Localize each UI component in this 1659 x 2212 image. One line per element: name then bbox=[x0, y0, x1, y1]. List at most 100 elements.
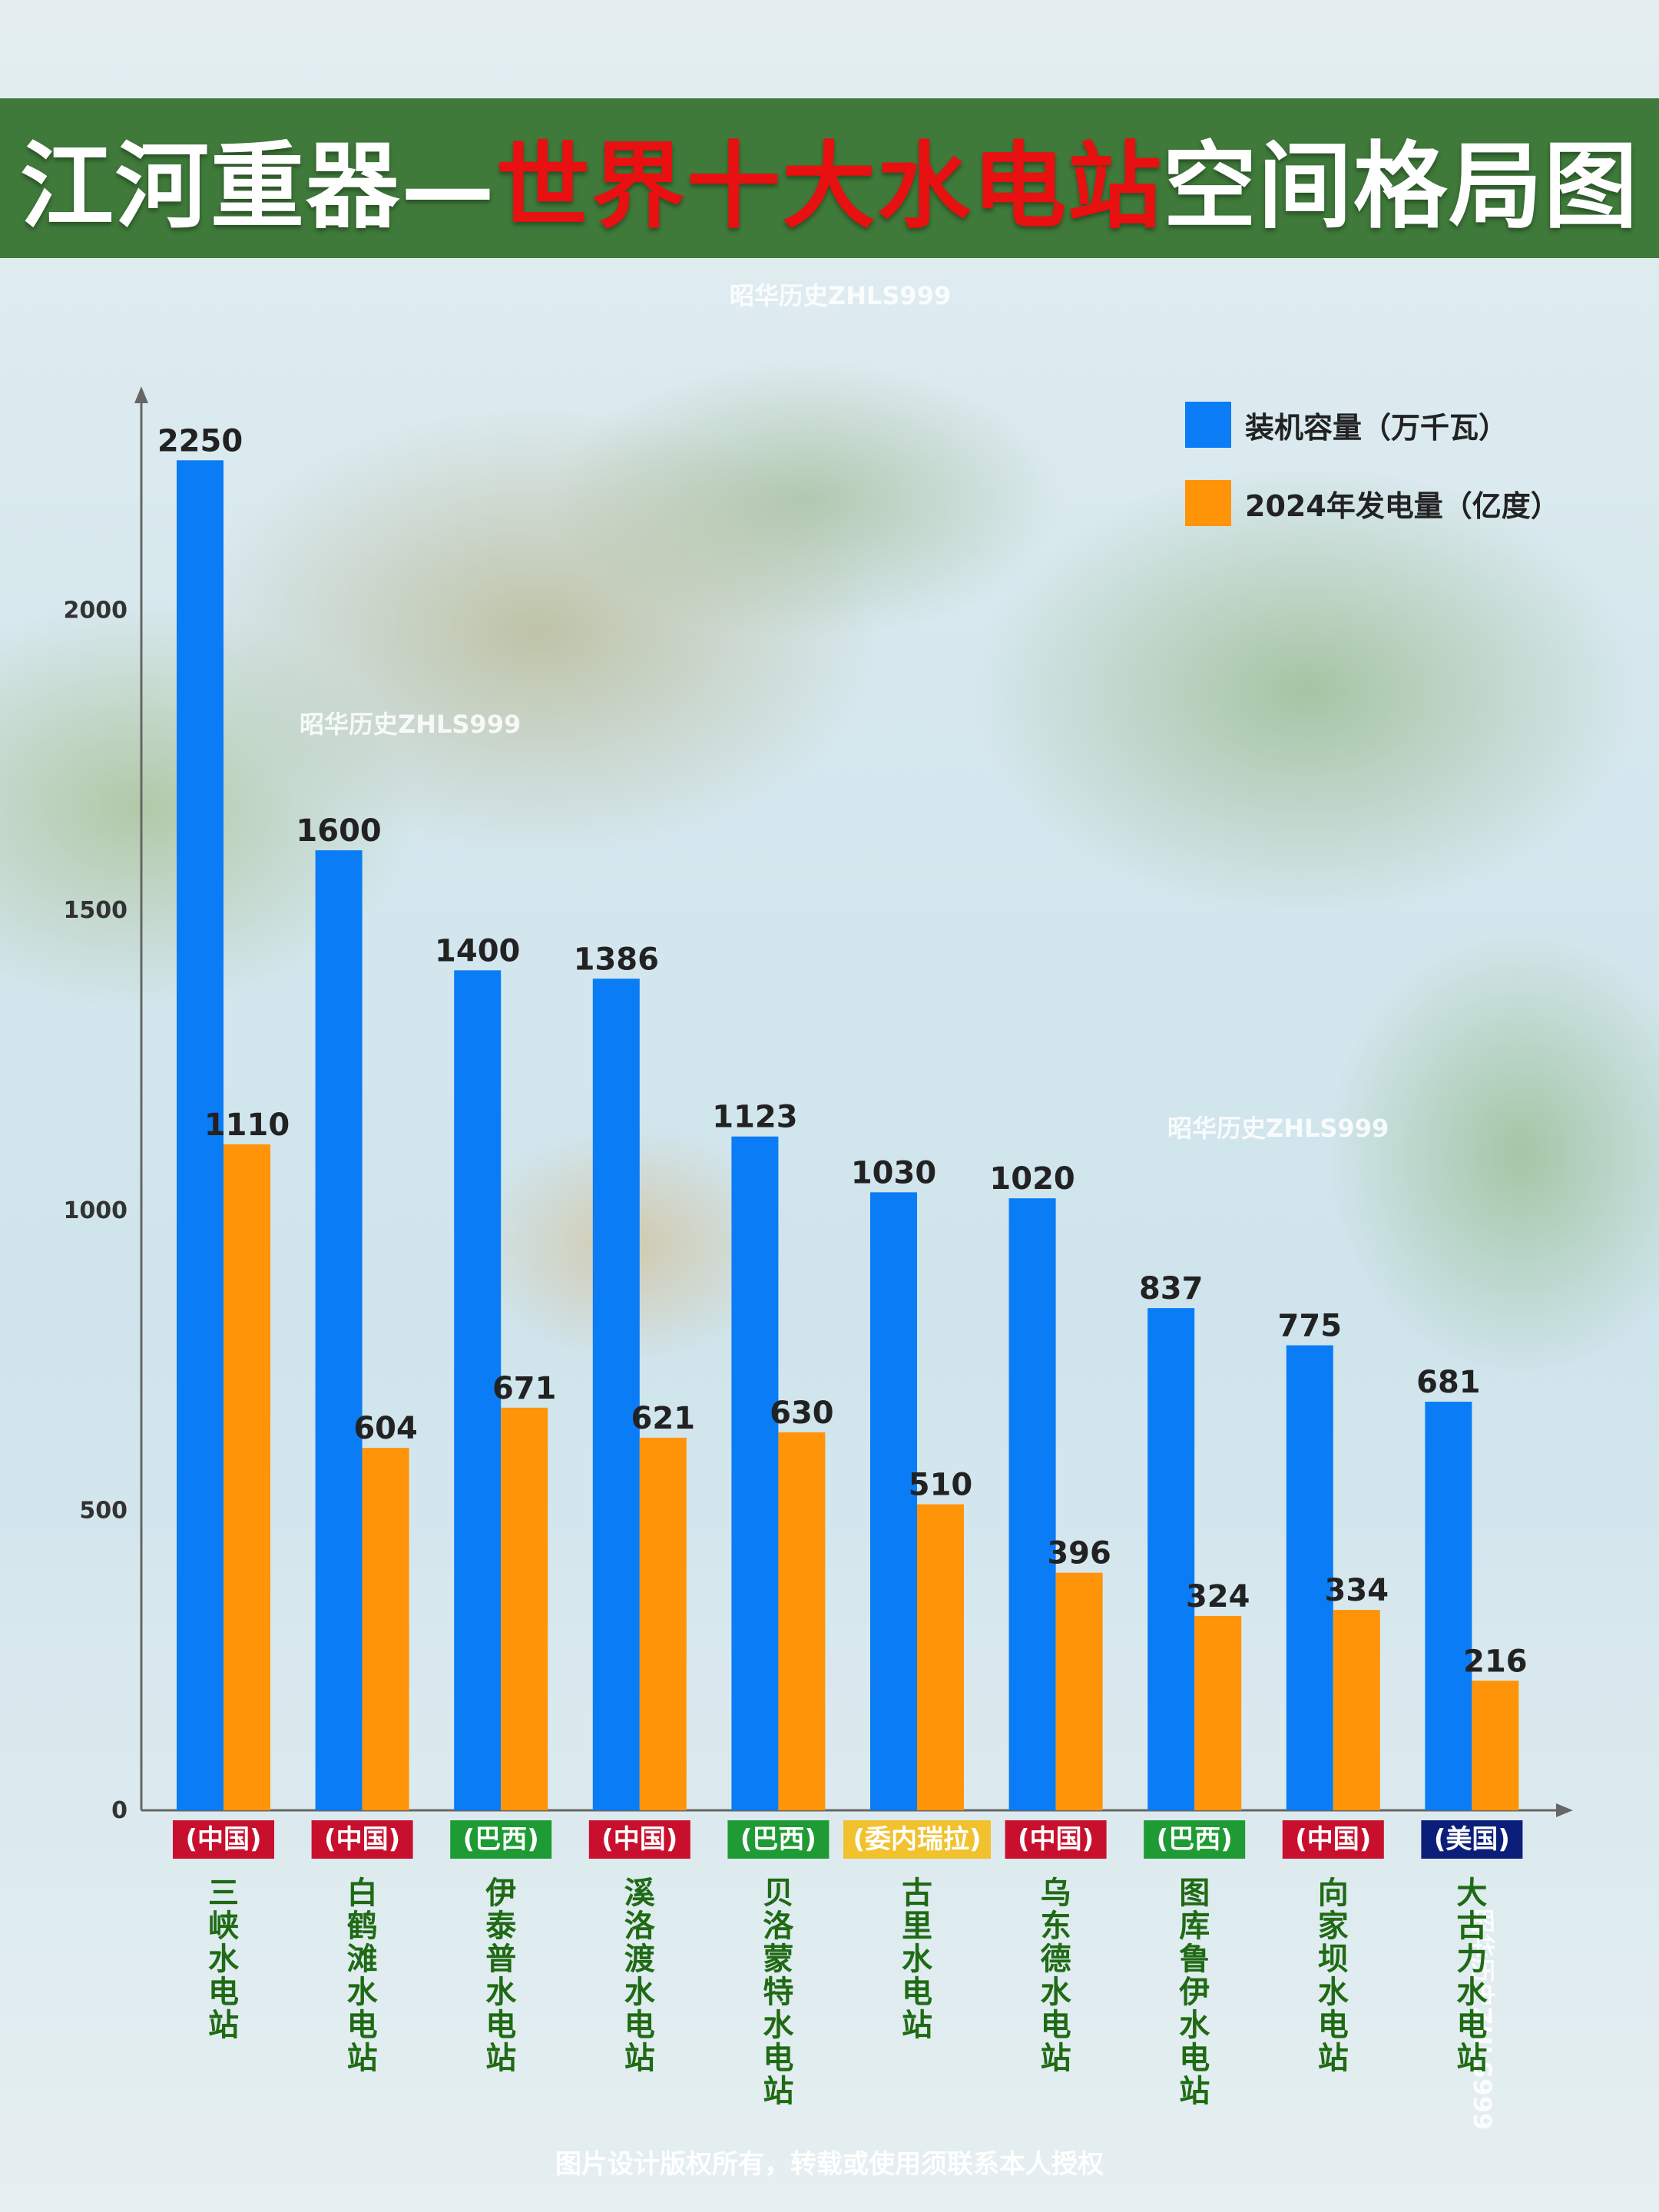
data-label-capacity: 775 bbox=[1278, 1309, 1343, 1344]
data-label-capacity: 837 bbox=[1139, 1271, 1204, 1306]
bar-capacity bbox=[1425, 1402, 1472, 1810]
station-name-char: 溪 bbox=[624, 1876, 655, 1911]
bar-capacity bbox=[315, 850, 363, 1810]
data-label-generation: 510 bbox=[909, 1468, 973, 1503]
station-name-char: 向 bbox=[1318, 1876, 1349, 1911]
bar-capacity bbox=[1008, 1198, 1056, 1810]
data-label-capacity: 2250 bbox=[157, 423, 243, 459]
station-name-char: 站 bbox=[347, 2041, 378, 2076]
country-label: (巴西) bbox=[1157, 1824, 1233, 1855]
station-name-char: 电 bbox=[347, 2008, 378, 2043]
station-name-char: 站 bbox=[1041, 2041, 1071, 2076]
station-name-char: 水 bbox=[902, 1942, 933, 1977]
station-name-char: 水 bbox=[1456, 1975, 1488, 2010]
bar-generation bbox=[1333, 1610, 1380, 1810]
watermark: 昭华历史ZHLS999 bbox=[1167, 1114, 1389, 1143]
copyright-footer: 图片设计版权所有，转载或使用须联系本人授权 bbox=[555, 2149, 1104, 2180]
station-name-char: 站 bbox=[1456, 2041, 1487, 2076]
station-name-char: 水 bbox=[1041, 1975, 1072, 2010]
country-label: (巴西) bbox=[740, 1824, 816, 1855]
station-name-char: 站 bbox=[485, 2041, 516, 2076]
y-axis-arrow bbox=[134, 386, 148, 403]
country-badge bbox=[588, 1820, 690, 1859]
data-label-capacity: 1020 bbox=[989, 1161, 1075, 1197]
legend-label-generation: 2024年发电量（亿度） bbox=[1245, 488, 1560, 523]
bar-generation bbox=[1194, 1615, 1242, 1810]
station-name-char: 图 bbox=[1179, 1876, 1210, 1911]
bar-generation bbox=[224, 1144, 270, 1810]
bar-generation bbox=[501, 1407, 548, 1810]
station-name-char: 泰 bbox=[485, 1909, 517, 1944]
bar-capacity bbox=[592, 979, 640, 1810]
station-name-char: 电 bbox=[763, 2041, 793, 2076]
bar-capacity bbox=[1286, 1345, 1333, 1810]
data-label-generation: 216 bbox=[1463, 1644, 1528, 1679]
station-name-char: 三 bbox=[208, 1876, 239, 1911]
country-label: (中国) bbox=[601, 1824, 677, 1855]
station-name-char: 普 bbox=[485, 1942, 516, 1977]
country-label: (美国) bbox=[1434, 1824, 1510, 1855]
station-name-char: 乌 bbox=[1041, 1876, 1071, 1911]
y-tick-label: 0 bbox=[111, 1797, 127, 1824]
station-name-char: 电 bbox=[1041, 2008, 1071, 2043]
country-badge bbox=[311, 1820, 413, 1859]
country-badge bbox=[1421, 1820, 1523, 1859]
station-name-char: 水 bbox=[763, 2008, 794, 2043]
legend-label-capacity: 装机容量（万千瓦） bbox=[1245, 410, 1508, 445]
station-name-char: 古 bbox=[1456, 1909, 1487, 1944]
station-name-char: 贝 bbox=[763, 1876, 793, 1911]
y-tick-label: 2000 bbox=[64, 598, 128, 624]
station-name-char: 里 bbox=[902, 1909, 932, 1944]
station-name-char: 大 bbox=[1456, 1876, 1487, 1911]
station-name-char: 力 bbox=[1456, 1942, 1487, 1977]
station-name-char: 伊 bbox=[1178, 1975, 1210, 2010]
country-label: (巴西) bbox=[463, 1824, 539, 1855]
data-label-generation: 1110 bbox=[204, 1108, 290, 1143]
station-name-char: 渡 bbox=[624, 1942, 655, 1977]
country-badge bbox=[450, 1820, 552, 1859]
y-tick-label: 1500 bbox=[64, 897, 128, 924]
legend-swatch-capacity bbox=[1185, 402, 1231, 448]
country-label: (中国) bbox=[185, 1824, 261, 1855]
data-label-capacity: 1030 bbox=[851, 1155, 936, 1190]
data-label-capacity: 1400 bbox=[435, 933, 520, 969]
station-name-char: 鹤 bbox=[347, 1909, 378, 1944]
country-label: (中国) bbox=[324, 1824, 400, 1855]
station-name-char: 站 bbox=[624, 2041, 655, 2076]
title-part-3: 空间格局图 bbox=[1163, 130, 1639, 241]
station-name-char: 鲁 bbox=[1179, 1942, 1210, 1977]
bar-generation bbox=[778, 1432, 826, 1810]
station-name-char: 古 bbox=[902, 1876, 932, 1911]
data-label-generation: 396 bbox=[1047, 1536, 1111, 1571]
bar-generation bbox=[362, 1448, 409, 1810]
title-banner: 江河重器— 世界十大水电站 空间格局图 bbox=[0, 98, 1659, 258]
station-name-char: 站 bbox=[1179, 2074, 1210, 2109]
country-badge bbox=[727, 1820, 830, 1859]
station-name-char: 峡 bbox=[208, 1909, 239, 1944]
station-name-char: 电 bbox=[902, 1975, 932, 2010]
watermark: 昭华历史ZHLS999 bbox=[300, 710, 522, 739]
station-name-char: 白 bbox=[347, 1876, 378, 1911]
country-label: (中国) bbox=[1018, 1824, 1094, 1855]
bar-capacity bbox=[870, 1192, 917, 1810]
station-name-char: 电 bbox=[1456, 2008, 1487, 2043]
legend-item-capacity: 装机容量（万千瓦） bbox=[1185, 402, 1508, 448]
country-badge bbox=[1144, 1820, 1246, 1859]
country-label: (委内瑞拉) bbox=[853, 1824, 981, 1855]
data-label-capacity: 681 bbox=[1416, 1365, 1481, 1400]
data-label-generation: 630 bbox=[770, 1396, 834, 1431]
x-axis-arrow bbox=[1556, 1803, 1573, 1817]
country-badge bbox=[173, 1820, 274, 1859]
data-label-generation: 671 bbox=[492, 1371, 557, 1406]
y-tick-label: 1000 bbox=[64, 1197, 128, 1224]
station-name-char: 坝 bbox=[1318, 1942, 1349, 1977]
station-name-char: 特 bbox=[763, 1975, 793, 2010]
legend-item-generation: 2024年发电量（亿度） bbox=[1185, 480, 1560, 526]
data-label-capacity: 1123 bbox=[712, 1100, 797, 1135]
station-name-char: 东 bbox=[1041, 1909, 1071, 1944]
station-name-char: 洛 bbox=[763, 1909, 794, 1944]
station-name-char: 水 bbox=[1318, 1975, 1349, 2010]
data-label-generation: 621 bbox=[631, 1401, 696, 1436]
station-name-char: 家 bbox=[1318, 1909, 1349, 1944]
station-name-char: 水 bbox=[1179, 2008, 1210, 2043]
